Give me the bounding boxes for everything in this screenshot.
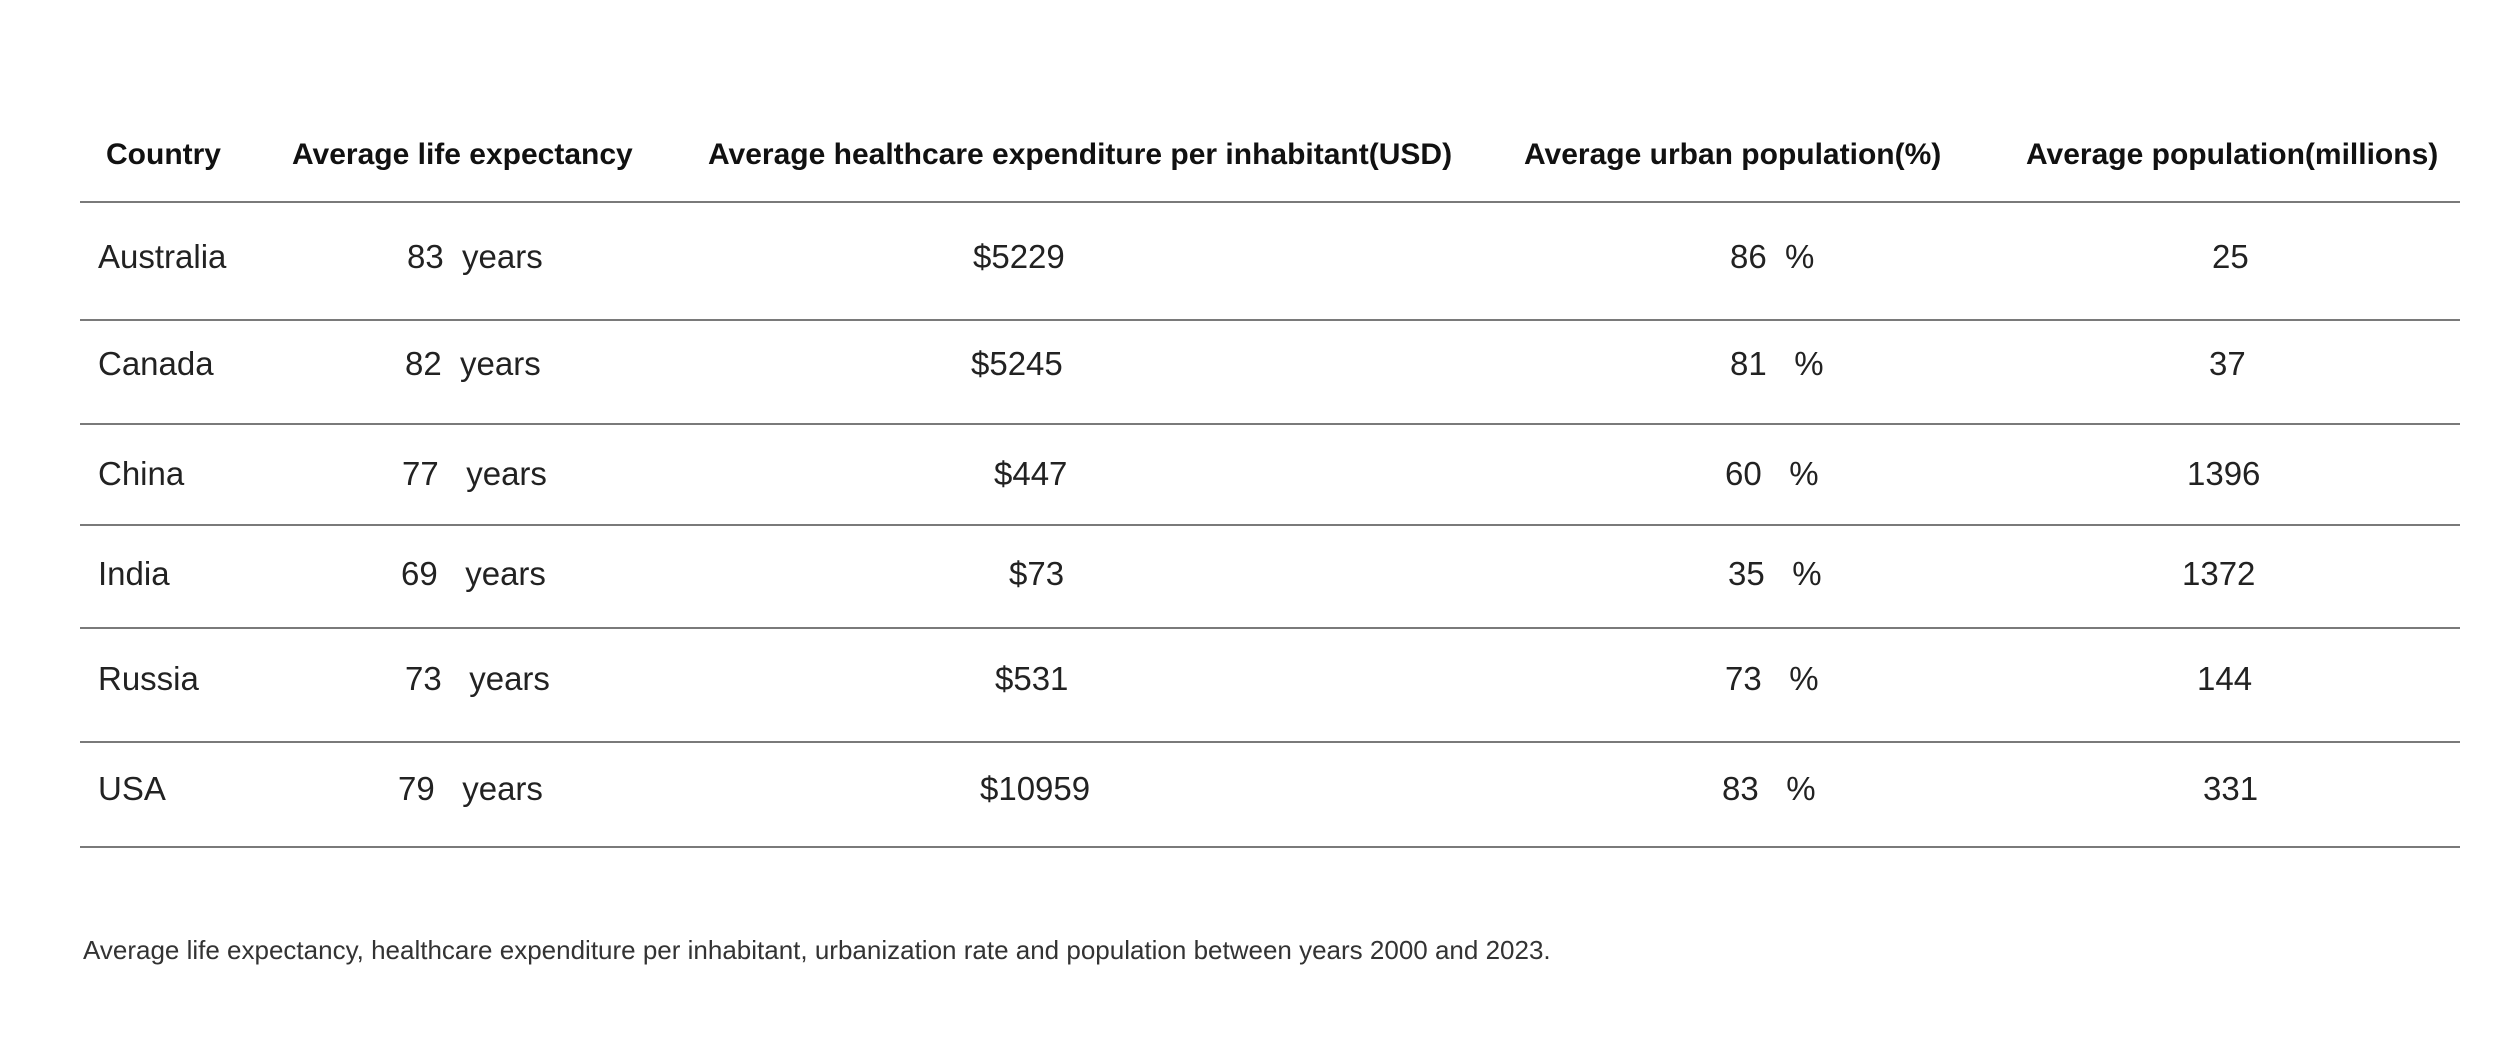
table-cell-urban: 86 %	[1730, 238, 1815, 275]
table-cell-population: 1396	[2187, 455, 2261, 492]
table-cell-life-expectancy: 79 years	[398, 770, 543, 807]
table-cell-country: USA	[98, 770, 166, 807]
table-cell-life-expectancy: 73 years	[405, 660, 550, 697]
table-cell-country: Canada	[98, 345, 214, 382]
table-cell-country: India	[98, 555, 170, 592]
table-cell-life-expectancy: 77 years	[402, 455, 547, 492]
column-header-urban-population: Average urban population(%)	[1524, 138, 1942, 171]
column-header-healthcare-expenditure: Average healthcare expenditure per inhab…	[708, 138, 1453, 171]
table-cell-population: 331	[2203, 770, 2259, 807]
table-cell-urban: 73 %	[1725, 660, 1819, 697]
table-cell-country: Australia	[98, 238, 227, 275]
table-cell-expenditure: $447	[994, 455, 1068, 492]
column-header-life-expectancy: Average life expectancy	[292, 138, 633, 171]
table-cell-urban: 83 %	[1722, 770, 1816, 807]
table-cell-expenditure: $5245	[971, 345, 1063, 382]
row-divider	[80, 319, 2460, 321]
table-cell-country: China	[98, 455, 185, 492]
table-cell-urban: 60 %	[1725, 455, 1819, 492]
table-cell-population: 144	[2197, 660, 2253, 697]
table-cell-expenditure: $5229	[973, 238, 1065, 275]
table-cell-population: 37	[2209, 345, 2246, 382]
row-divider	[80, 627, 2460, 629]
table-cell-life-expectancy: 83 years	[407, 238, 543, 275]
table-cell-urban: 81 %	[1730, 345, 1824, 382]
table-cell-population: 1372	[2182, 555, 2256, 592]
row-divider	[80, 524, 2460, 526]
table-cell-country: Russia	[98, 660, 199, 697]
table-bottom-rule	[80, 846, 2460, 848]
table-caption: Average life expectancy, healthcare expe…	[83, 935, 1551, 965]
table-cell-expenditure: $73	[1009, 555, 1065, 592]
table-cell-expenditure: $531	[995, 660, 1069, 697]
column-header-country: Country	[106, 138, 221, 171]
table-cell-life-expectancy: 69 years	[401, 555, 546, 592]
column-header-population: Average population(millions)	[2026, 138, 2439, 171]
table-cell-urban: 35 %	[1728, 555, 1822, 592]
row-divider	[80, 741, 2460, 743]
row-divider	[80, 423, 2460, 425]
table-cell-expenditure: $10959	[980, 770, 1091, 807]
table-cell-life-expectancy: 82 years	[405, 345, 541, 382]
table-cell-population: 25	[2212, 238, 2249, 275]
header-divider	[80, 201, 2460, 203]
